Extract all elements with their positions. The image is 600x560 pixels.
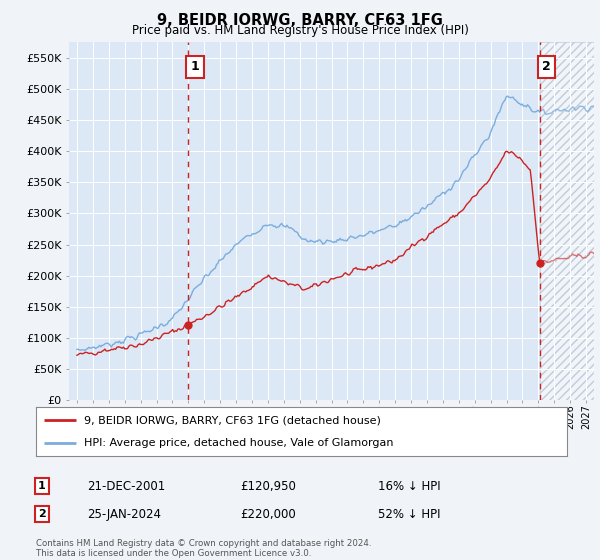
Text: 52% ↓ HPI: 52% ↓ HPI (378, 507, 440, 521)
Text: 1: 1 (191, 60, 199, 73)
Bar (540, 42, 594, 400)
Text: 2: 2 (542, 60, 551, 73)
Text: 1: 1 (38, 481, 46, 491)
Text: 21-DEC-2001: 21-DEC-2001 (87, 479, 165, 493)
Text: Contains HM Land Registry data © Crown copyright and database right 2024.
This d: Contains HM Land Registry data © Crown c… (36, 539, 371, 558)
Text: Price paid vs. HM Land Registry's House Price Index (HPI): Price paid vs. HM Land Registry's House … (131, 24, 469, 36)
Text: 9, BEIDR IORWG, BARRY, CF63 1FG: 9, BEIDR IORWG, BARRY, CF63 1FG (157, 13, 443, 28)
Bar (540, 42, 594, 400)
Text: HPI: Average price, detached house, Vale of Glamorgan: HPI: Average price, detached house, Vale… (84, 438, 393, 448)
Text: 16% ↓ HPI: 16% ↓ HPI (378, 479, 440, 493)
Text: 9, BEIDR IORWG, BARRY, CF63 1FG (detached house): 9, BEIDR IORWG, BARRY, CF63 1FG (detache… (84, 416, 380, 426)
Text: £120,950: £120,950 (240, 479, 296, 493)
Text: £220,000: £220,000 (240, 507, 296, 521)
Text: 25-JAN-2024: 25-JAN-2024 (87, 507, 161, 521)
Text: 2: 2 (38, 509, 46, 519)
